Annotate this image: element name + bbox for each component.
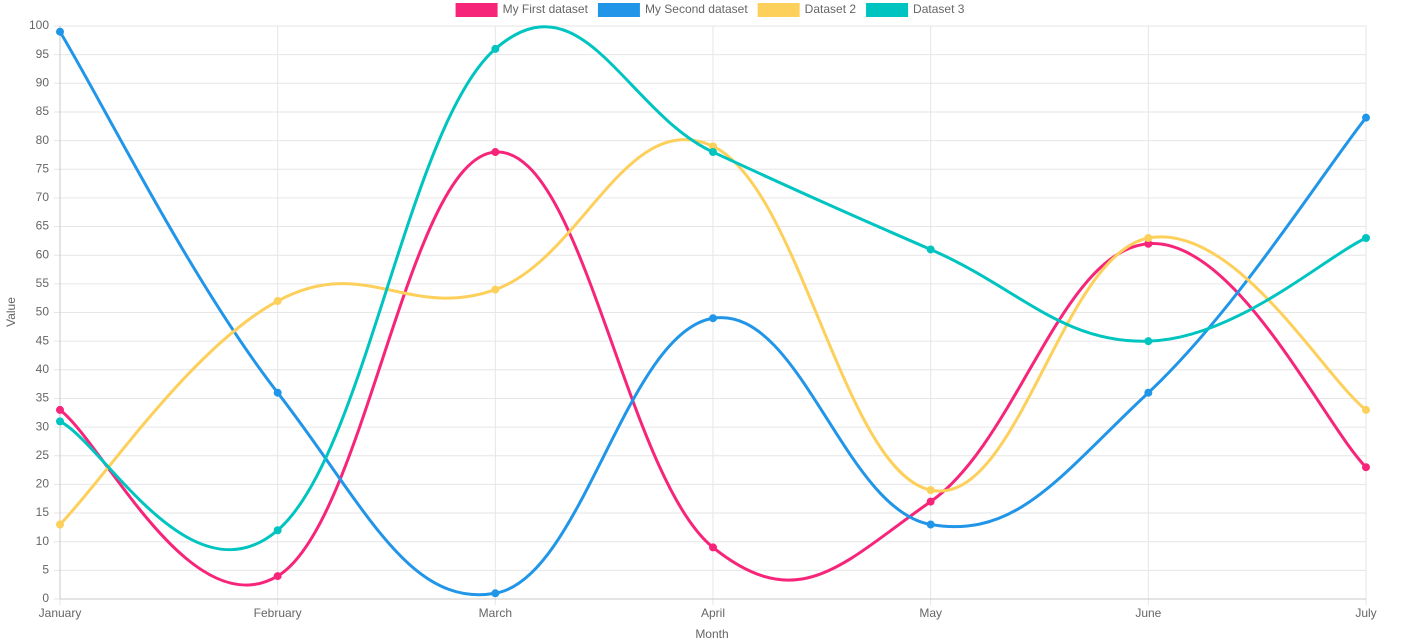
x-tick-label: May bbox=[919, 606, 942, 620]
x-tick-label: February bbox=[254, 606, 302, 620]
series-4-point bbox=[1144, 337, 1153, 346]
y-tick-label: 45 bbox=[36, 333, 50, 347]
series-3-point bbox=[1362, 405, 1370, 414]
legend-swatch bbox=[597, 3, 640, 17]
series-2-point bbox=[709, 314, 717, 323]
y-tick-label: 30 bbox=[36, 419, 50, 433]
legend-label: My First dataset bbox=[503, 2, 589, 16]
series-4-point bbox=[926, 245, 935, 254]
series-3-point bbox=[1144, 234, 1153, 243]
y-tick-label: 100 bbox=[29, 18, 49, 32]
legend-label: Dataset 3 bbox=[913, 2, 965, 16]
x-axis-title: Month bbox=[695, 627, 728, 641]
legend-label: Dataset 2 bbox=[805, 2, 857, 16]
y-tick-label: 20 bbox=[36, 477, 50, 491]
y-tick-label: 65 bbox=[36, 219, 50, 233]
series-2-point bbox=[491, 589, 500, 598]
y-tick-label: 70 bbox=[36, 190, 50, 204]
series-2-point bbox=[1144, 388, 1153, 397]
series-1-line bbox=[58, 150, 1368, 587]
legend-swatch bbox=[757, 3, 800, 17]
series-3-point bbox=[491, 285, 500, 294]
series-3-point bbox=[56, 520, 64, 529]
series-1-point bbox=[709, 543, 717, 552]
legend-swatch bbox=[455, 3, 498, 17]
series-2-point bbox=[56, 27, 64, 36]
y-tick-label: 60 bbox=[36, 247, 50, 261]
y-tick-label: 40 bbox=[36, 362, 50, 376]
y-tick-label: 50 bbox=[36, 305, 50, 319]
series-3-point bbox=[273, 297, 282, 306]
x-axis-ticks: January February March April May June July bbox=[39, 606, 1377, 620]
y-tick-label: 15 bbox=[36, 505, 50, 519]
y-tick-label: 95 bbox=[36, 47, 50, 61]
x-tick-label: July bbox=[1355, 606, 1376, 620]
series-1-point bbox=[273, 572, 282, 581]
series-4-point bbox=[56, 417, 64, 426]
series-2-point bbox=[926, 520, 935, 529]
axes bbox=[59, 26, 1366, 600]
y-tick-label: 25 bbox=[36, 448, 50, 462]
x-tick-label: June bbox=[1135, 606, 1161, 620]
y-tick-label: 10 bbox=[36, 534, 50, 548]
legend-swatch bbox=[866, 3, 909, 17]
series-4-point bbox=[709, 148, 717, 157]
y-tick-label: 0 bbox=[42, 591, 49, 605]
x-tick-label: April bbox=[701, 606, 725, 620]
series-points bbox=[56, 27, 1370, 598]
grid bbox=[54, 25, 1367, 605]
series-1-point bbox=[491, 148, 500, 157]
legend-item-2: My Second dataset bbox=[597, 2, 748, 17]
series-4-point bbox=[491, 44, 500, 53]
legend-item-1: My First dataset bbox=[455, 2, 589, 17]
series-3-point bbox=[926, 486, 935, 495]
y-tick-label: 5 bbox=[42, 563, 49, 577]
y-tick-label: 35 bbox=[36, 391, 50, 405]
legend: My First dataset My Second dataset Dataset… bbox=[455, 2, 965, 17]
series-2-point bbox=[273, 388, 282, 397]
series-1-point bbox=[926, 497, 935, 506]
legend-label: My Second dataset bbox=[645, 2, 748, 16]
y-tick-label: 75 bbox=[36, 161, 50, 175]
legend-item-4: Dataset 3 bbox=[866, 2, 965, 17]
y-tick-label: 85 bbox=[36, 104, 50, 118]
series-1-point bbox=[1362, 463, 1370, 472]
y-axis-title: Value bbox=[4, 297, 18, 327]
y-tick-label: 80 bbox=[36, 133, 50, 147]
y-axis-ticks: 0 5 10 15 20 25 30 35 40 45 50 55 60 65 70 75 80 85 90 95 10… bbox=[29, 18, 49, 605]
series-1-point bbox=[56, 405, 64, 414]
series-4-point bbox=[1362, 234, 1370, 243]
legend-item-3: Dataset 2 bbox=[757, 2, 857, 17]
series-4-point bbox=[273, 526, 282, 535]
y-tick-label: 55 bbox=[36, 276, 50, 290]
x-tick-label: January bbox=[39, 606, 82, 620]
series-2-point bbox=[1362, 113, 1370, 122]
y-tick-label: 90 bbox=[36, 75, 50, 89]
x-tick-label: March bbox=[479, 606, 512, 620]
